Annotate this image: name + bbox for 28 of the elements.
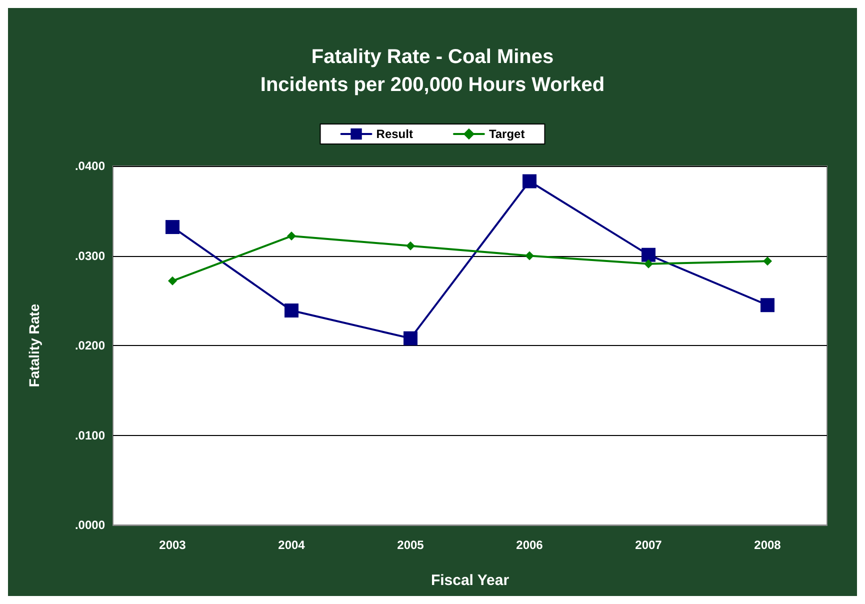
point [168,276,177,286]
x-tick-label: 2005 [397,538,424,552]
legend-label: Result [376,127,413,141]
point [642,248,656,262]
x-axis-title: Fiscal Year [430,572,510,589]
y-tick-label: .0300 [74,248,106,263]
legend-label: Target [488,127,525,141]
x-tick-label: 2004 [278,538,306,552]
y-tick-label: .0200 [74,338,106,352]
y-tick-label: .0000 [74,518,106,532]
point [284,303,298,318]
x-tick-label: 2008 [754,538,782,552]
point [760,298,774,312]
y-axis-title: Fatality Rate [26,304,42,388]
x-tick-label: 2006 [516,538,544,552]
y-tick-label: .0100 [74,428,106,442]
point [763,256,772,266]
point [644,259,653,268]
x-tick-label: 2007 [635,538,662,552]
point [525,251,534,260]
point [287,232,296,241]
x-tick-label: 2003 [159,538,186,552]
point [404,331,418,346]
chart-title: Fatality Rate - Coal Mines Incidents per 200,000 Hours Worked [260,46,605,96]
y-tick-label: .0400 [74,159,106,173]
point [406,241,415,250]
point [522,174,536,188]
point [166,220,180,234]
